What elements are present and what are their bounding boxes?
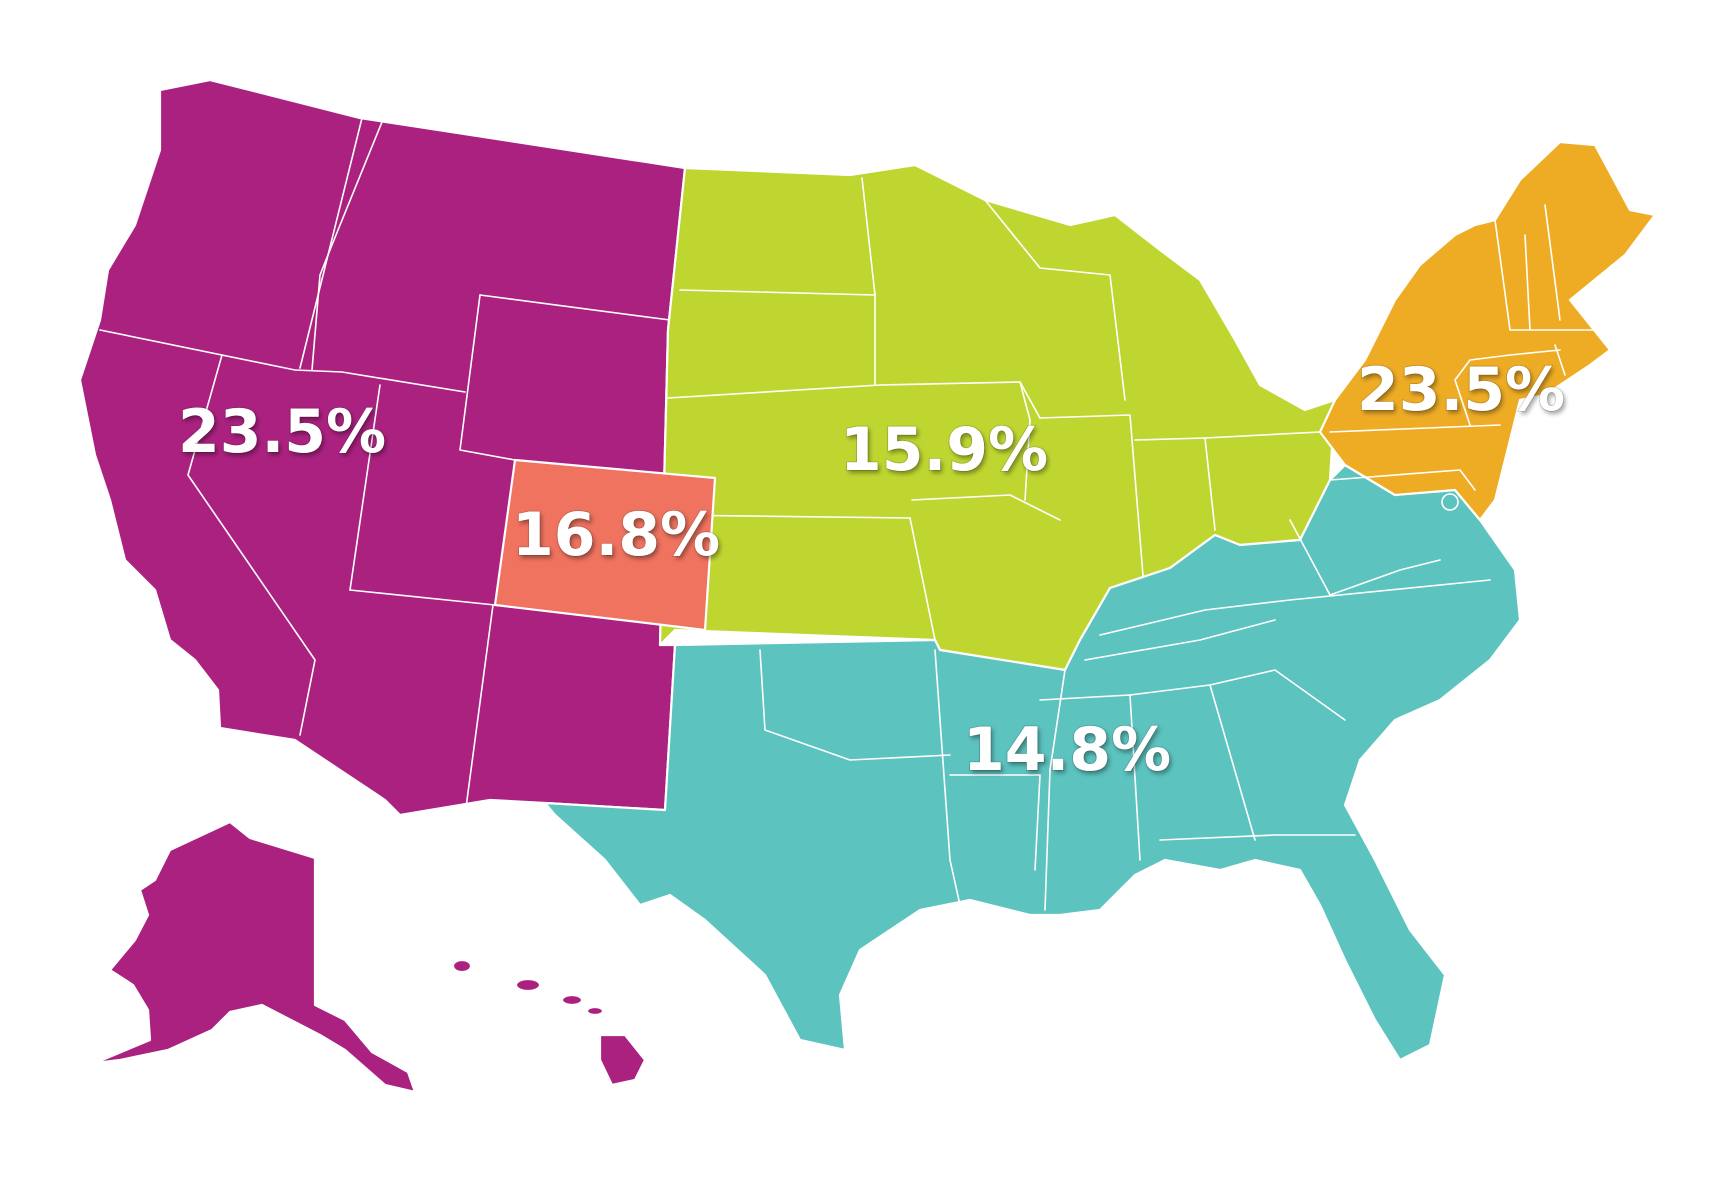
region-label-south: 14.8% xyxy=(963,715,1171,785)
region-label-northeast: 23.5% xyxy=(1357,355,1565,425)
region-northeast-shape xyxy=(1318,140,1657,522)
region-colorado xyxy=(493,458,717,632)
region-northeast xyxy=(1318,140,1657,522)
region-labels: 23.5% 16.8% 15.9% 14.8% 23.5% xyxy=(177,354,1566,786)
south-state-borders xyxy=(759,519,1491,911)
region-label-west: 23.5% xyxy=(178,397,386,467)
region-label-colorado: 16.8% xyxy=(512,500,720,570)
region-label-midwest: 15.9% xyxy=(840,415,1048,485)
region-south-shape xyxy=(543,463,1522,1062)
region-colorado-shape xyxy=(493,458,717,632)
midwest-state-borders xyxy=(661,177,1321,641)
hawaii-islands xyxy=(451,958,647,1087)
west-state-borders xyxy=(99,117,671,816)
alaska-shape xyxy=(93,820,417,1094)
region-west xyxy=(78,78,687,1094)
region-south xyxy=(543,463,1522,1062)
northeast-state-borders xyxy=(1329,204,1606,511)
